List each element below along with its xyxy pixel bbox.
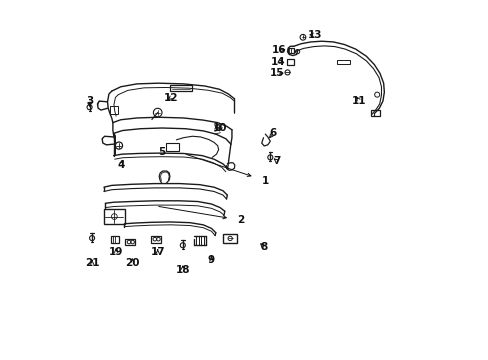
Text: 5: 5 [158,147,165,157]
Text: 1: 1 [261,176,268,186]
Text: 14: 14 [271,57,285,67]
Bar [170,85,191,91]
Circle shape [180,243,185,248]
Bar [110,107,118,114]
Bar [111,236,119,243]
Text: 9: 9 [207,255,215,265]
Text: 12: 12 [163,93,178,103]
Text: 11: 11 [351,96,366,106]
Text: 19: 19 [109,247,123,257]
Circle shape [267,155,272,160]
Text: 17: 17 [150,247,164,257]
Bar [104,210,124,224]
Text: 16: 16 [271,45,285,55]
Text: 7: 7 [272,156,280,166]
Text: 13: 13 [307,30,322,40]
Bar [151,235,161,243]
Bar [287,48,293,53]
Text: 20: 20 [125,258,140,268]
Bar [286,59,293,64]
Text: 8: 8 [260,242,267,252]
Bar [223,234,237,243]
Circle shape [300,35,305,40]
Text: 2: 2 [237,215,244,225]
Text: 4: 4 [117,159,124,170]
Text: 6: 6 [269,129,276,138]
Text: 3: 3 [86,96,93,106]
Circle shape [89,235,94,240]
Text: 10: 10 [213,123,227,133]
Bar [336,60,349,64]
Circle shape [115,142,122,149]
Text: 21: 21 [84,258,99,268]
Circle shape [87,105,92,110]
Bar [125,239,135,245]
Bar [370,110,379,116]
Text: 15: 15 [269,68,284,78]
Text: 18: 18 [175,265,190,275]
Bar [165,143,179,151]
